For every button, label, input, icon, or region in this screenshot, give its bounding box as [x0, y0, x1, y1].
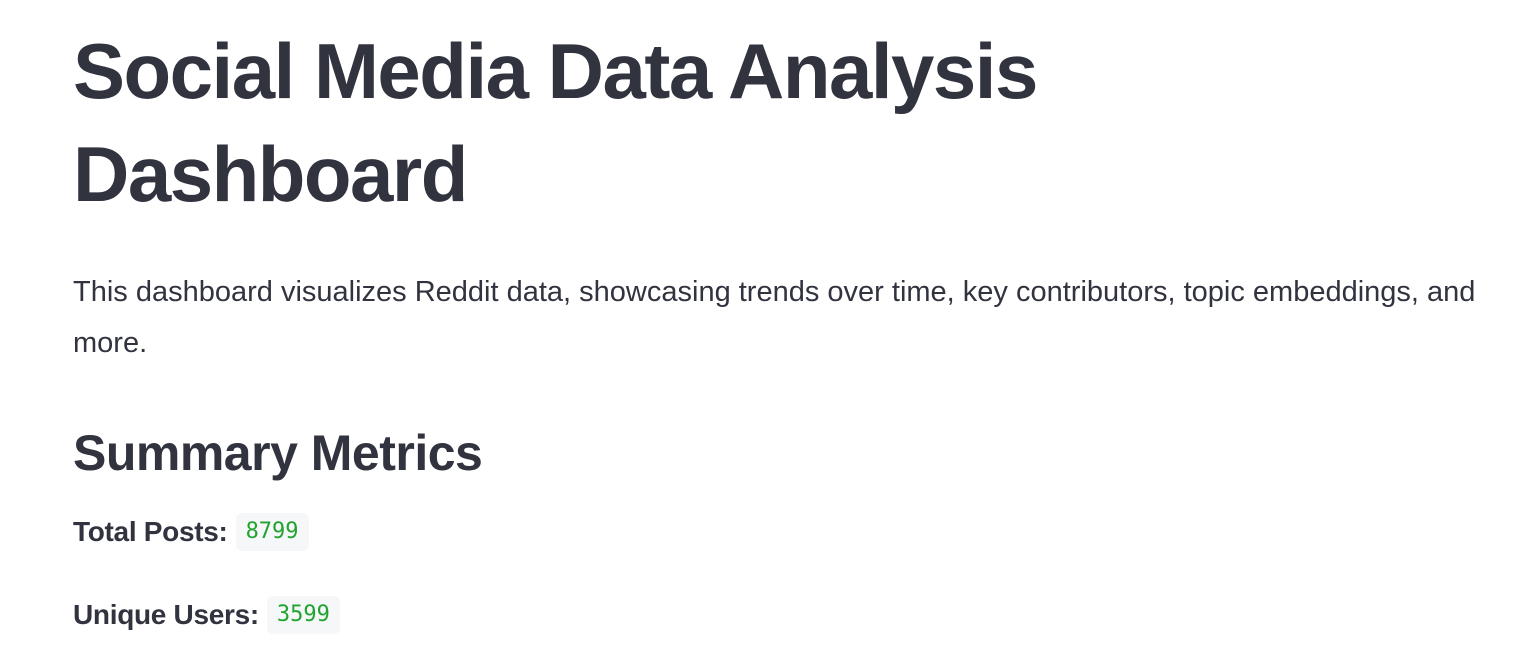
- main-content: Social Media Data Analysis Dashboard Thi…: [73, 0, 1493, 635]
- metric-total-posts: Total Posts: 8799: [73, 512, 1493, 552]
- page-title: Social Media Data Analysis Dashboard: [73, 27, 1038, 218]
- metric-label: Total Posts:: [73, 516, 228, 547]
- metric-label: Unique Users:: [73, 599, 259, 630]
- metric-value: 8799: [235, 513, 309, 551]
- metric-value: 3599: [266, 596, 340, 634]
- metric-unique-users: Unique Users: 3599: [73, 595, 1493, 635]
- summary-metrics-heading: Summary Metrics: [73, 425, 483, 481]
- page-description: This dashboard visualizes Reddit data, s…: [73, 276, 1476, 359]
